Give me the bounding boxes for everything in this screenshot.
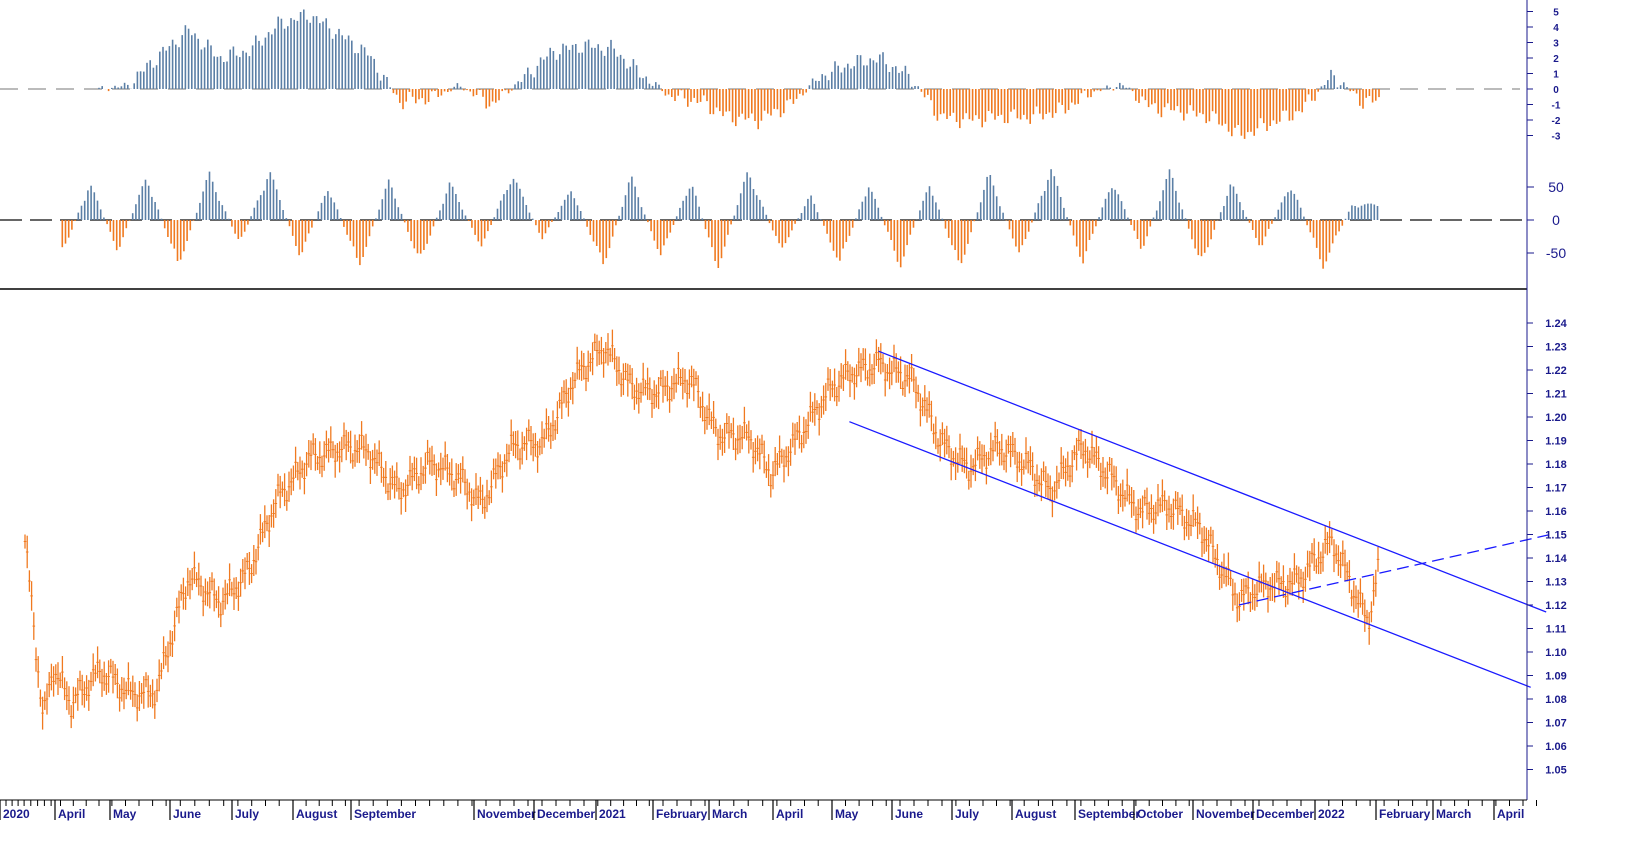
dashed-support-line: [1238, 533, 1551, 606]
x-month-label: July: [955, 807, 979, 821]
price-ytick-label: 1.09: [1545, 671, 1566, 683]
price-ytick-label: 1.17: [1545, 483, 1566, 495]
top-ytick-label: -2: [1552, 116, 1561, 127]
price-ytick-label: 1.19: [1545, 436, 1566, 448]
x-month-label: December: [537, 807, 595, 821]
top-ytick-label: 5: [1553, 8, 1559, 19]
x-month-label: August: [296, 807, 337, 821]
top-ytick-label: -1: [1552, 101, 1561, 112]
channel-lower-line: [849, 421, 1531, 688]
price-ytick-label: 1.05: [1545, 765, 1566, 777]
x-axis: 2020 April May June July August September Novem…: [0, 799, 1537, 821]
x-month-label: 2020: [3, 807, 30, 821]
x-month-label: March: [1436, 807, 1471, 821]
mid-ytick-label: 0: [1552, 212, 1560, 228]
top-ytick-label: 4: [1553, 23, 1559, 34]
price-ytick-label: 1.12: [1545, 600, 1566, 612]
top-ytick-label: -3: [1552, 132, 1561, 143]
x-month-label: June: [895, 807, 923, 821]
x-month-label: October: [1137, 807, 1183, 821]
price-ytick-label: 1.22: [1545, 365, 1566, 377]
top-histogram-panel: 5 4 3 2 1 0 -1 -2 -3: [0, 8, 1561, 143]
x-month-label: May: [113, 807, 137, 821]
x-month-label: February: [656, 807, 708, 821]
x-month-label: September: [1078, 807, 1140, 821]
price-ytick-label: 1.24: [1545, 318, 1567, 330]
price-ytick-label: 1.07: [1545, 718, 1566, 730]
x-month-label: April: [58, 807, 85, 821]
price-ytick-label: 1.13: [1545, 577, 1566, 589]
x-month-label: August: [1015, 807, 1056, 821]
price-ytick-label: 1.23: [1545, 342, 1566, 354]
top-ytick-label: 3: [1553, 39, 1559, 50]
channel-upper-line: [878, 350, 1547, 613]
mid-ytick-label: 50: [1548, 179, 1564, 195]
price-ytick-label: 1.16: [1545, 506, 1566, 518]
price-ytick-label: 1.15: [1545, 530, 1566, 542]
price-ytick-label: 1.21: [1545, 389, 1566, 401]
x-month-label: September: [354, 807, 416, 821]
top-ytick-label: 0: [1553, 85, 1559, 96]
x-month-label: November: [1196, 807, 1255, 821]
x-month-label: 2021: [599, 807, 626, 821]
mid-ytick-label: -50: [1546, 245, 1566, 261]
x-month-label: July: [235, 807, 259, 821]
price-ytick-label: 1.08: [1545, 694, 1566, 706]
x-month-label: April: [1497, 807, 1524, 821]
x-month-label: March: [712, 807, 747, 821]
price-ytick-label: 1.10: [1545, 647, 1566, 659]
top-ytick-label: 2: [1553, 54, 1559, 65]
price-ytick-label: 1.20: [1545, 412, 1566, 424]
price-panel: 1.24 1.23 1.22 1.21 1.20 1.19 1.18 1.17 1.16 1.15…: [23, 318, 1568, 777]
price-ytick-label: 1.06: [1545, 741, 1566, 753]
x-month-label: February: [1379, 807, 1431, 821]
x-month-label: 2022: [1318, 807, 1345, 821]
price-ytick-label: 1.18: [1545, 459, 1566, 471]
oscillator-panel: 50 0 -50: [0, 169, 1566, 269]
x-month-label: November: [477, 807, 536, 821]
price-ytick-label: 1.14: [1545, 553, 1567, 565]
x-month-label: December: [1256, 807, 1314, 821]
x-month-label: May: [835, 807, 859, 821]
top-ytick-label: 1: [1553, 70, 1559, 81]
price-ytick-label: 1.11: [1546, 624, 1567, 636]
x-month-label: June: [173, 807, 201, 821]
x-month-label: April: [776, 807, 803, 821]
